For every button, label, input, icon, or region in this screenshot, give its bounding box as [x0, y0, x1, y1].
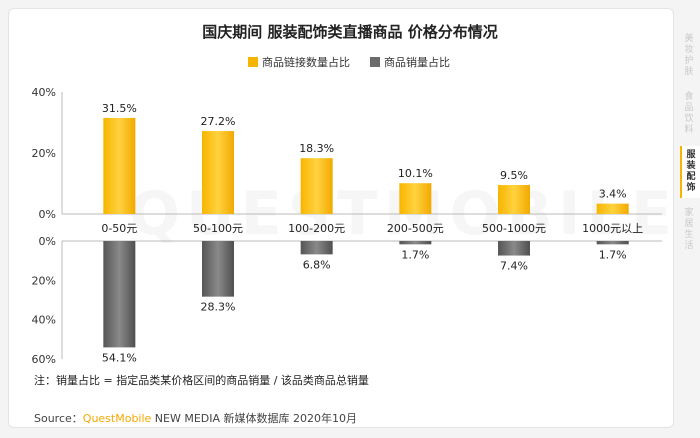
side-tab-food[interactable]: 食品饮料: [684, 92, 694, 135]
side-tab-home[interactable]: 家居生活: [684, 208, 694, 251]
chart-title: 国庆期间 服装配饰类直播商品 价格分布情况: [202, 23, 497, 41]
side-tab-beauty[interactable]: 美妆护肤: [684, 34, 694, 77]
x-tick-label: 100-200元: [288, 222, 345, 235]
side-tab-apparel[interactable]: 服装配饰: [680, 146, 700, 198]
bar-sales: [498, 241, 530, 256]
legend-label-sales: 商品销量占比: [384, 55, 450, 69]
data-label-sales: 1.7%: [401, 248, 429, 261]
source-prefix: Source：: [34, 412, 83, 425]
bar-sales: [596, 241, 629, 245]
data-label-links: 27.2%: [201, 115, 236, 128]
data-label-sales: 1.7%: [599, 248, 627, 261]
source-line: Source：QuestMobile NEW MEDIA 新媒体数据库 2020…: [34, 410, 357, 426]
bottom-y-tick-label: 0%: [39, 235, 56, 248]
legend-swatch-links: [248, 57, 258, 67]
legend-label-links: 商品链接数量占比: [262, 55, 350, 69]
top-y-tick-label: 0%: [39, 208, 56, 221]
data-label-sales: 6.8%: [303, 258, 331, 271]
top-y-tick-label: 40%: [32, 86, 56, 99]
bar-links: [103, 117, 136, 214]
x-tick-label: 200-500元: [387, 222, 444, 235]
bar-links: [399, 183, 432, 214]
bar-sales: [399, 241, 432, 245]
x-tick-label: 0-50元: [101, 222, 137, 235]
bar-sales: [300, 241, 333, 255]
bar-links: [498, 185, 530, 214]
data-label-links: 3.4%: [599, 188, 627, 201]
side-tabs: 美妆护肤 食品饮料 服装配饰 家居生活: [680, 30, 700, 262]
data-label-links: 31.5%: [102, 102, 137, 115]
source-brand: QuestMobile: [82, 412, 152, 425]
chart-card: QUESTMOBILE: [8, 8, 674, 428]
x-tick-label: 500-1000元: [482, 222, 546, 235]
data-label-sales: 54.1%: [102, 351, 137, 364]
bar-links: [202, 131, 234, 214]
bar-links: [596, 203, 629, 214]
data-label-links: 9.5%: [500, 169, 528, 182]
x-tick-label: 50-100元: [193, 222, 243, 235]
legend-swatch-sales: [370, 57, 380, 67]
data-label-links: 18.3%: [299, 142, 334, 155]
chart-note: 注：销量占比 = 指定品类某价格区间的商品销量 / 该品类商品总销量: [34, 374, 369, 387]
bottom-y-tick-label: 60%: [32, 353, 56, 366]
bar-sales: [202, 241, 234, 297]
source-rest: NEW MEDIA 新媒体数据库 2020年10月: [151, 412, 358, 425]
bottom-y-tick-label: 20%: [32, 274, 56, 287]
bar-links: [300, 158, 333, 214]
bottom-y-tick-label: 40%: [32, 314, 56, 327]
data-label-sales: 7.4%: [500, 260, 528, 273]
data-label-links: 10.1%: [398, 167, 433, 180]
top-y-tick-label: 20%: [32, 147, 56, 160]
bar-sales: [103, 241, 136, 348]
x-tick-label: 1000元以上: [582, 222, 643, 235]
data-label-sales: 28.3%: [201, 301, 236, 314]
